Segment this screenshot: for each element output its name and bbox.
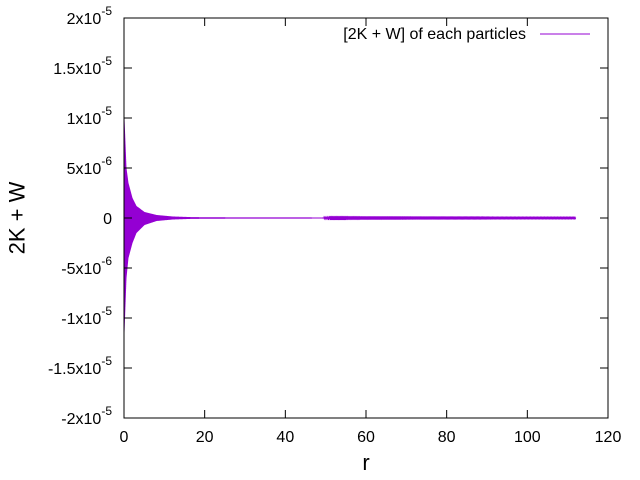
x-tick-label: 60 — [357, 429, 375, 446]
tick-labels-layer: 0 20 40 60 80 100 1202x10-51.5x10-51x10-55x10-… — [48, 4, 621, 446]
y-tick-exponent: -5 — [101, 4, 112, 18]
y-tick-mantissa: -5x10 — [61, 261, 101, 278]
x-axis-title: r — [362, 450, 369, 475]
y-tick-exponent: -5 — [101, 104, 112, 118]
x-tick-label: 120 — [595, 429, 622, 446]
y-tick-mantissa: 2x10 — [67, 11, 102, 28]
y-tick-mantissa: -1x10 — [61, 311, 101, 328]
y-tick-exponent: -5 — [101, 304, 112, 318]
series-layer — [123, 118, 577, 333]
y-tick-label: 0 — [103, 211, 112, 228]
y-tick-mantissa: -2x10 — [61, 411, 101, 428]
y-tick-mantissa: -1.5x10 — [48, 361, 101, 378]
x-tick-label: 20 — [196, 429, 214, 446]
y-tick-exponent: -6 — [101, 154, 112, 168]
y-tick-label: -5x10-6 — [61, 254, 112, 278]
x-tick-label: 0 — [120, 429, 129, 446]
legend: [2K + W] of each particles — [343, 26, 590, 43]
y-tick-label: 2x10-5 — [67, 4, 113, 28]
y-tick-label: -1x10-5 — [61, 304, 112, 328]
y-tick-label: -2x10-5 — [61, 404, 112, 428]
legend-label: [2K + W] of each particles — [343, 26, 526, 43]
ticks-layer — [123, 17, 609, 419]
y-tick-label: 5x10-6 — [67, 154, 113, 178]
y-tick-mantissa: 1x10 — [67, 111, 102, 128]
y-tick-label: 1x10-5 — [67, 104, 113, 128]
y-tick-mantissa: 5x10 — [67, 161, 102, 178]
y-tick-exponent: -5 — [101, 354, 112, 368]
y-tick-exponent: -5 — [101, 54, 112, 68]
series-line — [123, 118, 577, 333]
y-axis-title: 2K + W — [5, 181, 30, 254]
y-tick-label: 1.5x10-5 — [53, 54, 112, 78]
y-tick-exponent: -6 — [101, 254, 112, 268]
y-tick-mantissa: 0 — [103, 211, 112, 228]
y-tick-exponent: -5 — [101, 404, 112, 418]
x-tick-label: 100 — [514, 429, 541, 446]
y-tick-label: -1.5x10-5 — [48, 354, 112, 378]
y-tick-mantissa: 1.5x10 — [53, 61, 101, 78]
x-tick-label: 40 — [276, 429, 294, 446]
x-tick-label: 80 — [438, 429, 456, 446]
